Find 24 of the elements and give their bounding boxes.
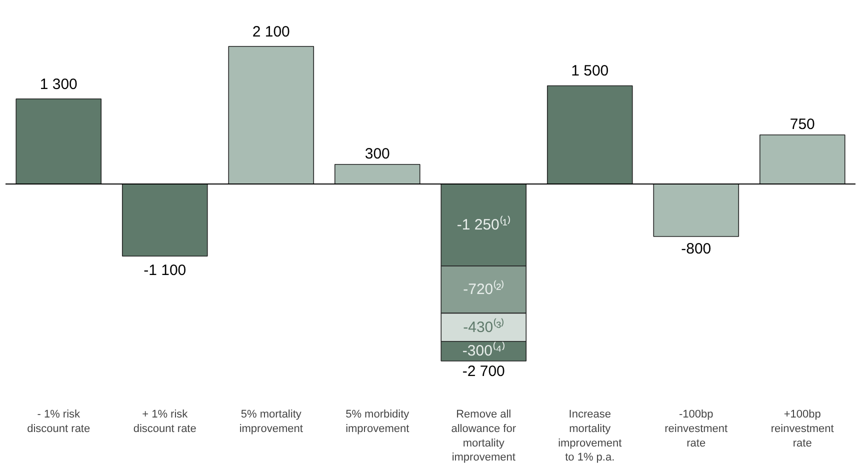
data-label: -800 <box>681 240 712 258</box>
data-label: 2 100 <box>252 23 290 40</box>
bar <box>653 184 740 237</box>
bar <box>228 46 314 184</box>
bar <box>334 164 420 184</box>
x-tick-label: 5% mortality improvement <box>239 408 303 435</box>
total-label: -2 700 <box>462 363 505 380</box>
data-label: 300 <box>364 145 390 162</box>
bar <box>759 134 846 184</box>
x-tick-label: -100bp reinvestment rate <box>664 408 728 450</box>
x-tick-label: Remove all allowance for mortality improvement <box>451 408 516 464</box>
data-label: -1 250⁽¹⁾ <box>456 216 510 234</box>
x-tick-label: Increase mortality improvement to 1% p.a. <box>558 408 622 464</box>
data-label: 1 500 <box>571 62 609 80</box>
data-label: -720⁽²⁾ <box>463 280 504 298</box>
data-label: 750 <box>790 116 815 133</box>
data-label: -430⁽³⁾ <box>463 318 504 336</box>
x-tick-label: + 1% risk discount rate <box>133 408 196 435</box>
data-label: -1 100 <box>144 262 186 280</box>
data-label: -300⁽⁴⁾ <box>462 342 505 360</box>
x-tick-label: +100bp reinvestment rate <box>770 408 834 450</box>
data-label: 1 300 <box>40 76 78 93</box>
x-tick-label: - 1% risk discount rate <box>27 408 90 435</box>
x-tick-label: 5% morbidity improvement <box>346 408 410 435</box>
